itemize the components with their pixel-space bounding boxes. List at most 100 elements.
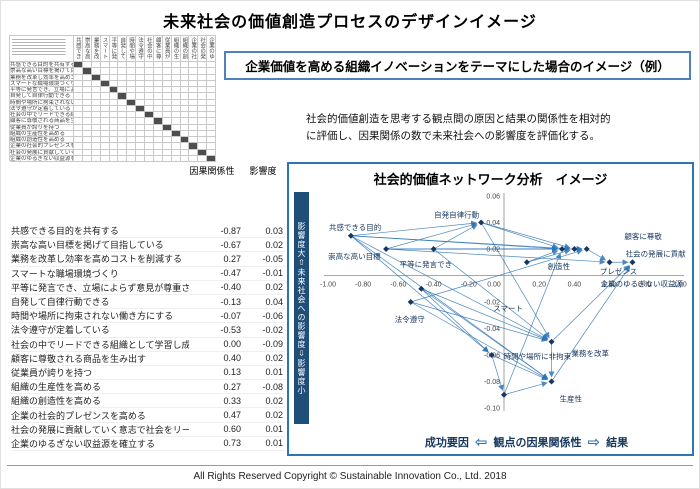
matrix-cell xyxy=(118,118,128,125)
matrix-cell xyxy=(82,155,92,162)
matrix-cell xyxy=(100,62,110,69)
matrix-cell xyxy=(100,149,110,156)
matrix-cell xyxy=(180,87,190,94)
matrix-cell xyxy=(82,143,92,150)
matrix-cell xyxy=(109,105,119,112)
matrix-cell xyxy=(207,155,216,162)
chart-node xyxy=(571,246,578,252)
impact-value: -0.05 xyxy=(262,253,283,264)
causal-value: -0.13 xyxy=(220,296,241,307)
matrix-row: 従業員が誇りを持つ xyxy=(10,124,216,131)
matrix-cell xyxy=(136,137,145,144)
y-tick-label: -0.10 xyxy=(484,406,500,413)
matrix-cell xyxy=(109,155,119,162)
matrix-cell xyxy=(189,155,199,162)
matrix-row-label: 社会の中でリードできる組織として学習し成長し xyxy=(10,112,74,119)
matrix-cell xyxy=(91,99,101,106)
matrix-cell xyxy=(180,99,190,106)
matrix-cell xyxy=(91,74,101,81)
matrix-corner-cell xyxy=(10,36,74,62)
x-tick-label: -0.60 xyxy=(390,282,406,289)
table-row: 組織の創造性を高める 0.33 0.02 xyxy=(11,394,285,409)
matrix-cell xyxy=(91,124,101,131)
matrix-cell xyxy=(162,74,172,81)
matrix-cell xyxy=(145,80,154,87)
matrix-cell xyxy=(207,130,216,137)
row-label: 共感できる目的を共有する xyxy=(11,226,119,237)
matrix-cell xyxy=(145,143,154,150)
matrix-cell xyxy=(127,74,137,81)
chart-node xyxy=(501,391,507,398)
matrix-cell xyxy=(74,74,83,81)
chart-node-label: 社会の発展に貢献 xyxy=(626,248,686,258)
matrix-cell xyxy=(127,143,137,150)
matrix-cell xyxy=(162,93,172,100)
matrix-cell xyxy=(109,80,119,87)
matrix-cell xyxy=(171,112,181,119)
x-tick-label: 0.00 xyxy=(487,282,501,289)
matrix-cell xyxy=(145,87,154,94)
matrix-cell xyxy=(198,118,208,125)
chart-edge xyxy=(410,301,548,342)
matrix-cell xyxy=(198,68,208,75)
matrix-cell xyxy=(180,124,190,131)
matrix-cell xyxy=(127,99,137,106)
matrix-cell xyxy=(82,87,92,94)
matrix-cell xyxy=(198,74,208,81)
chart-node-label: 共感できる目的 xyxy=(329,222,381,232)
matrix-cell xyxy=(100,105,110,112)
table-row: 顧客に尊敬される商品を生み出す 0.40 0.02 xyxy=(11,352,285,366)
matrix-cell xyxy=(162,130,172,137)
matrix-cell xyxy=(82,62,92,69)
matrix-cell xyxy=(74,62,83,69)
matrix-cell xyxy=(91,143,101,150)
matrix-cell xyxy=(91,105,101,112)
matrix-cell xyxy=(118,130,128,137)
matrix-cell xyxy=(189,130,199,137)
x-tick-label: -0.20 xyxy=(461,282,477,289)
impact-value: 0.02 xyxy=(265,395,283,406)
matrix-cell xyxy=(91,130,101,137)
chart-edge xyxy=(491,354,504,391)
matrix-row-label: 企業のゆるぎない収益源を確立する xyxy=(10,155,74,162)
matrix-cell xyxy=(198,112,208,119)
matrix-row: 組織の創造性を高める xyxy=(10,137,216,144)
chart-edge xyxy=(421,288,549,380)
matrix-cell xyxy=(100,74,110,81)
matrix-cell xyxy=(118,74,128,81)
matrix-row-label: 組織の生産性を高める xyxy=(10,130,74,137)
matrix-cell xyxy=(91,68,101,75)
y-tick-label: 0.06 xyxy=(486,194,500,201)
legend-right-arrow-icon: ⇨ xyxy=(587,433,601,451)
causal-value: 0.40 xyxy=(223,353,241,364)
matrix-cell xyxy=(162,137,172,144)
chart-edge xyxy=(480,222,550,339)
observation-table: 因果関係性 影響度 共感できる目的を共有する -0.87 0.03 崇高な高い目標を掲… xyxy=(11,164,285,451)
matrix-row: 企業の社会的プレゼンスを高める xyxy=(10,143,216,150)
chart-node-label: 生産性 xyxy=(560,394,583,404)
row-label: 業務を改革し効率を高めコストを削減する xyxy=(11,254,183,265)
matrix-cell xyxy=(74,155,83,162)
row-label: 社会の中でリードできる組織として学習し成長し xyxy=(11,339,189,350)
chart-node xyxy=(430,246,437,252)
matrix-cell xyxy=(207,124,216,131)
matrix-cell xyxy=(109,62,119,69)
matrix-cell xyxy=(109,149,119,156)
legend-causal-label: 観点の因果関係性 xyxy=(493,437,582,449)
matrix-cell xyxy=(100,143,110,150)
row-label: 自発して自律行動できる xyxy=(11,297,110,308)
matrix-cell xyxy=(189,105,199,112)
matrix-cell xyxy=(91,112,101,119)
matrix-cell xyxy=(74,137,83,144)
matrix-row: 自発して自律行動できる xyxy=(10,93,216,100)
matrix-cell xyxy=(189,99,199,106)
matrix-cell xyxy=(207,87,216,94)
matrix-cell xyxy=(171,149,181,156)
matrix-cell xyxy=(136,93,145,100)
matrix-cell xyxy=(162,112,172,119)
matrix-cell xyxy=(207,93,216,100)
matrix-cell xyxy=(109,130,119,137)
row-label: 企業の社会的プレゼンスを高める xyxy=(11,410,146,421)
causal-value: -0.47 xyxy=(220,268,241,279)
